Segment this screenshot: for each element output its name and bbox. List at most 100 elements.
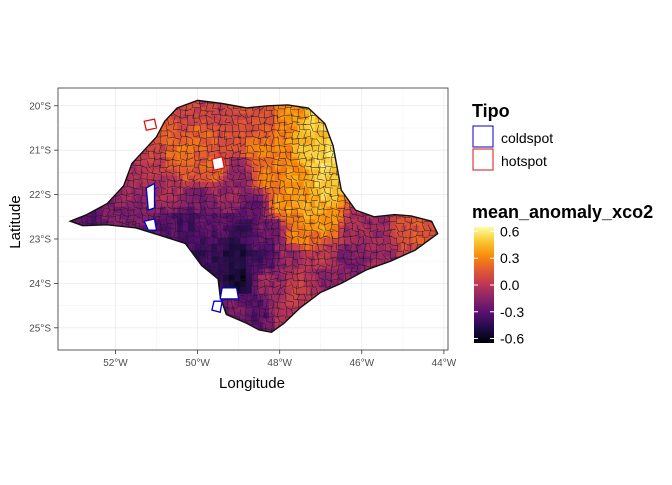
anomaly-cell [269,162,276,170]
anomaly-cell [159,193,167,201]
anomaly-cell [182,231,190,238]
anomaly-cell [315,125,322,133]
anomaly-cell [269,175,276,182]
anomaly-cell [246,119,253,126]
municipality-border [145,167,155,175]
anomaly-cell [280,274,287,282]
municipality-border [193,209,202,218]
municipality-border [388,221,396,231]
anomaly-cell [194,249,201,257]
municipality-border [316,189,324,196]
municipality-border [264,249,273,260]
anomaly-cell [315,274,322,282]
anomaly-cell [194,193,201,201]
municipality-border [389,216,397,223]
anomaly-cell [177,218,184,226]
anomaly-cell [205,224,213,232]
anomaly-cell [234,193,241,201]
anomaly-cell [113,212,121,220]
municipality-border [204,216,214,225]
anomaly-cell [200,255,207,263]
anomaly-cell [326,144,333,151]
anomaly-cell [188,243,195,251]
anomaly-cell [211,231,218,238]
anomaly-cell [211,150,218,157]
anomaly-cell [274,280,282,288]
municipality-border [239,309,246,317]
municipality-border [357,228,365,239]
anomaly-cell [292,206,299,213]
anomaly-cell [217,144,224,151]
anomaly-cell [177,175,184,182]
municipality-border [232,251,238,260]
anomaly-cell [286,193,293,201]
anomaly-cell [240,137,247,145]
municipality-border [231,202,239,211]
hotspot-coldspot-layer [143,118,240,314]
y-axis: 20°S21°S22°S23°S24°S25°S [29,101,58,334]
anomaly-cell [269,231,276,238]
anomaly-cell [188,125,195,133]
municipality-border [415,231,424,236]
anomaly-cell [240,206,247,213]
anomaly-cell [211,144,218,151]
anomaly-cell [297,156,304,164]
anomaly-cell [332,168,339,176]
municipality-border [336,214,343,224]
municipality-border [172,158,180,168]
anomaly-cell [280,299,287,307]
anomaly-cell [188,212,195,220]
anomaly-cell [165,231,172,238]
anomaly-cell [361,255,368,263]
municipality-border [251,145,261,153]
anomaly-cell [303,187,310,195]
anomaly-cell [309,224,316,232]
anomaly-cell [200,262,207,269]
anomaly-cell [246,305,253,313]
anomaly-cell [406,218,414,226]
anomaly-cell [246,255,253,263]
municipality-border [160,172,166,182]
anomaly-cell [136,162,144,170]
anomaly-cell [188,218,195,226]
anomaly-cell [274,150,282,157]
anomaly-cell [217,199,224,207]
municipality-border [271,257,278,268]
municipality-border [224,192,232,204]
anomaly-cell [119,212,126,220]
anomaly-cell [159,231,167,238]
municipality-border [86,217,96,224]
y-tick-label: 22°S [29,190,51,201]
anomaly-cell [274,318,282,325]
anomaly-cell [234,299,241,307]
anomaly-cell [343,231,350,238]
anomaly-cell [159,150,167,157]
anomaly-cell [274,125,282,133]
municipality-border [271,160,281,166]
anomaly-cell [159,175,167,182]
anomaly-cell [131,162,138,170]
anomaly-cell [269,187,276,195]
anomaly-cell [188,237,195,244]
anomaly-cell [424,231,431,238]
municipality-border [172,139,181,147]
anomaly-cell [286,286,293,294]
anomaly-cell [182,131,190,139]
anomaly-cell [136,212,144,220]
anomaly-cell [395,212,402,220]
anomaly-cell [349,243,356,251]
municipality-border [310,280,317,288]
municipality-border [310,157,319,169]
anomaly-cell [343,262,350,269]
anomaly-cell [171,193,178,201]
municipality-border [258,307,268,318]
anomaly-cell [142,162,149,170]
anomaly-cell [338,224,345,232]
anomaly-cell [96,218,103,226]
anomaly-cell [395,237,402,244]
municipality-border [212,223,220,232]
municipality-border [304,258,313,267]
anomaly-cell [303,131,310,139]
map-panel [57,87,449,351]
municipality-border [120,208,130,218]
